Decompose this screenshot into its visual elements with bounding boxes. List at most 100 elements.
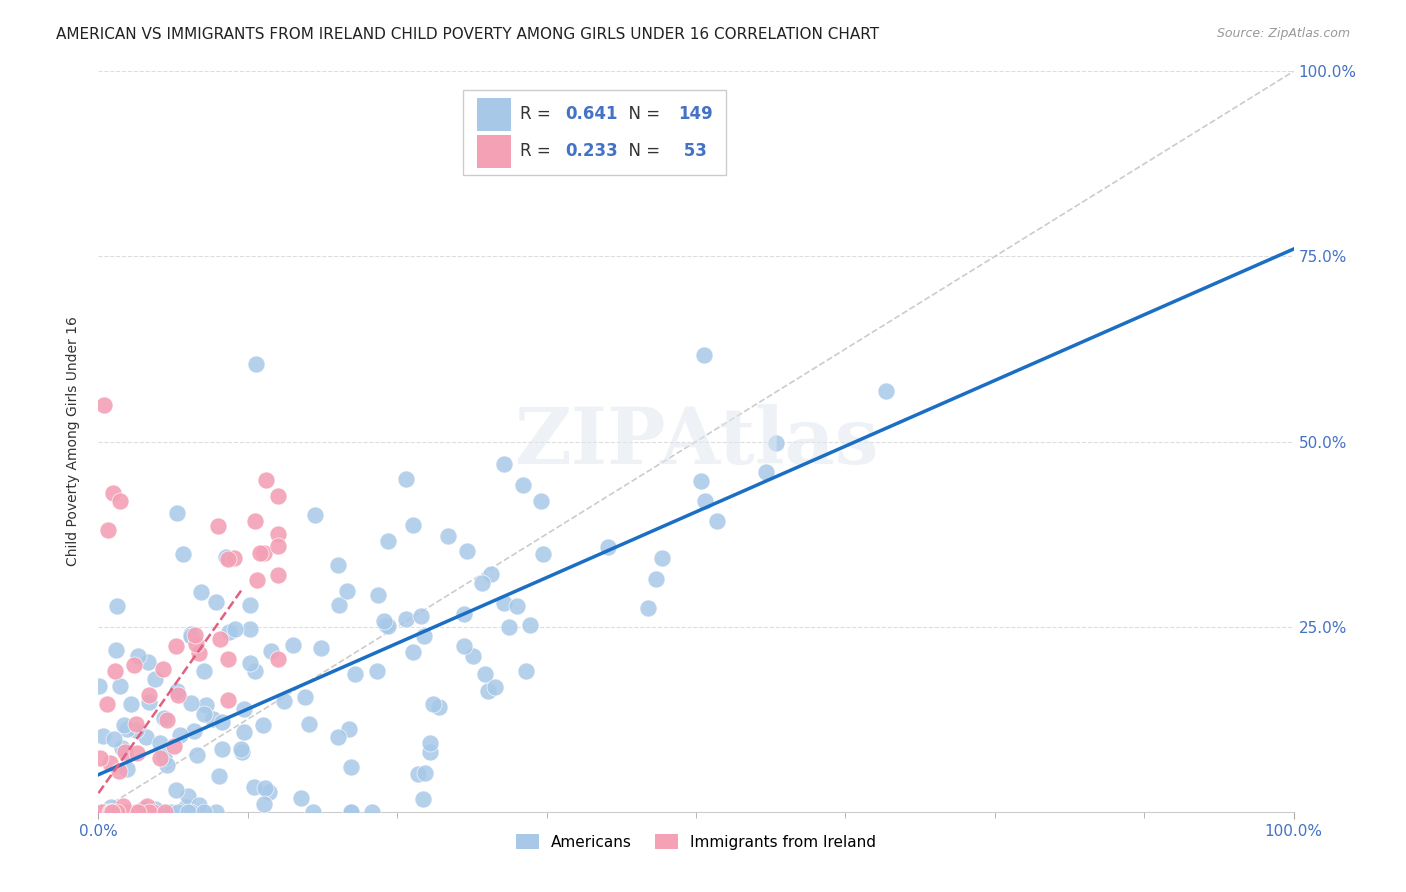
Point [115,805,138,819]
Point [515,664,537,678]
Point [249,545,271,559]
Point [479,567,502,582]
Text: N =: N = [619,143,665,161]
Point [145,803,167,817]
Point [108,764,131,778]
Point [339,759,361,773]
Point [217,652,239,666]
Point [96,805,118,819]
Point [93,398,115,412]
Point [231,745,253,759]
Point [492,596,515,610]
Point [141,805,163,819]
Point [153,805,176,819]
Text: 0.233: 0.233 [565,143,619,161]
Point [153,750,176,764]
Point [693,348,716,362]
Point [755,465,778,479]
Point [112,799,135,814]
Point [253,797,276,811]
Point [492,457,515,471]
Point [598,541,620,555]
Point [243,780,266,795]
Point [184,637,207,651]
Point [138,805,160,819]
Point [211,715,233,730]
Point [104,642,127,657]
Point [160,805,183,819]
Y-axis label: Child Poverty Among Girls Under 16: Child Poverty Among Girls Under 16 [66,317,80,566]
Point [875,384,897,399]
Point [437,529,460,543]
Point [512,478,534,492]
Point [246,573,269,587]
Point [215,549,238,564]
Point [180,626,202,640]
Point [218,625,240,640]
Point [134,801,156,815]
Point [505,599,527,614]
Text: N =: N = [619,105,665,123]
Point [153,711,176,725]
Point [167,805,190,819]
Point [145,672,167,686]
Point [194,698,217,713]
Point [172,547,194,561]
Point [183,628,205,642]
Point [115,805,138,819]
Point [337,723,360,737]
Point [136,655,159,669]
Point [152,662,174,676]
Point [90,805,112,819]
Point [375,618,398,632]
FancyBboxPatch shape [463,90,725,175]
Point [498,619,520,633]
Point [231,742,253,756]
Point [201,712,224,726]
Point [96,697,118,711]
Point [281,638,304,652]
Point [224,550,246,565]
Point [267,651,290,665]
Text: R =: R = [520,143,557,161]
Point [343,666,366,681]
Point [395,472,418,486]
Point [132,801,155,815]
Point [120,698,142,712]
Point [183,723,205,738]
Point [233,725,256,739]
Point [211,741,233,756]
Point [114,745,136,759]
Point [245,664,267,678]
Point [138,689,160,703]
Point [477,683,499,698]
Point [165,783,187,797]
Point [98,805,121,819]
Point [103,731,125,746]
Point [205,805,228,819]
Point [238,622,260,636]
Point [304,508,326,523]
Point [149,736,172,750]
Point [519,617,541,632]
Point [406,766,429,780]
Point [217,552,239,566]
Point [695,493,717,508]
Point [645,573,668,587]
Point [339,805,361,819]
Point [252,718,274,732]
Point [419,745,441,759]
Point [193,706,215,721]
Point [98,805,121,819]
Point [156,713,179,727]
Text: Source: ZipAtlas.com: Source: ZipAtlas.com [1216,27,1350,40]
Point [366,588,388,602]
Point [239,598,262,612]
Point [91,729,114,743]
Point [309,640,332,655]
Point [111,741,134,756]
Point [409,609,432,624]
Point [267,489,290,503]
Point [142,805,165,819]
Point [127,649,149,664]
